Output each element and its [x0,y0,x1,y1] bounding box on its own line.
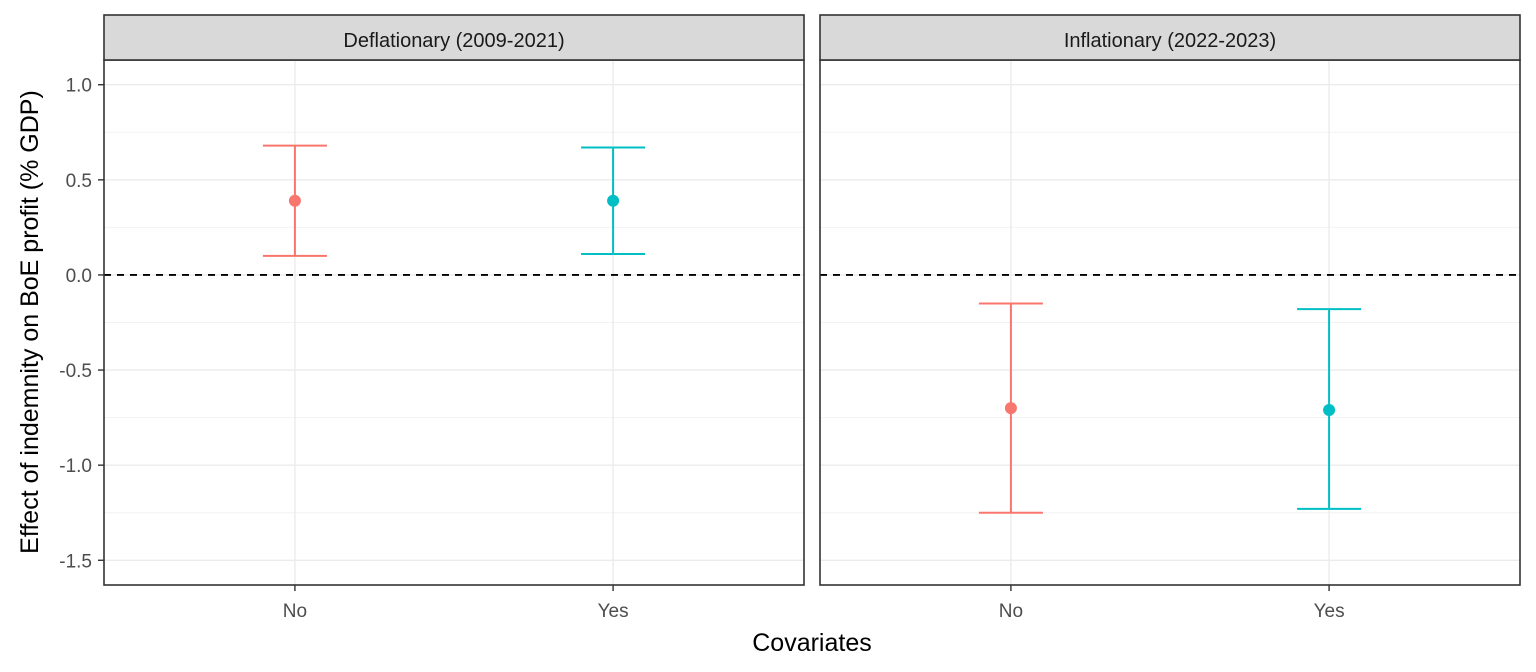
errorbar-yes [581,146,646,256]
panel-1: Deflationary (2009-2021) No Yes [103,14,805,622]
errorbar-yes [1297,308,1362,510]
x-tick-label: No [999,601,1023,622]
facet-strip [103,14,805,61]
point-estimate [1004,402,1017,415]
y-tick-label: -1.0 [59,456,92,477]
errorbar-no [978,302,1043,514]
panels-layer: Deflationary (2009-2021)No YesInflationar… [103,14,1521,622]
point-estimate [288,194,301,207]
x-tick-label: Yes [1314,601,1345,622]
x-tick-label: No [283,601,307,622]
y-axis: 1.0 0.5 0.0 -0.5 -1.0 -1.5 [59,76,104,572]
errorbar-no [262,144,327,257]
facet-strip-title: Deflationary (2009-2021) [343,30,564,52]
y-tick-label: 0.0 [66,266,92,287]
x-tick-label: Yes [598,601,629,622]
y-tick-label: -1.5 [59,551,92,572]
facet-strip-title: Inflationary (2022-2023) [1064,30,1276,52]
x-axis-title: Covariates [752,629,872,657]
y-tick-label: 0.5 [66,171,92,192]
panel-2: Inflationary (2022-2023) No Yes [819,14,1521,622]
point-estimate [1323,404,1336,416]
facet-strip [819,14,1521,61]
y-tick-label: 1.0 [66,76,92,97]
point-estimate [607,194,620,207]
y-tick-label: -0.5 [59,361,92,382]
y-axis-title: Effect of indemnity on BoE profit (% GDP… [16,90,44,554]
